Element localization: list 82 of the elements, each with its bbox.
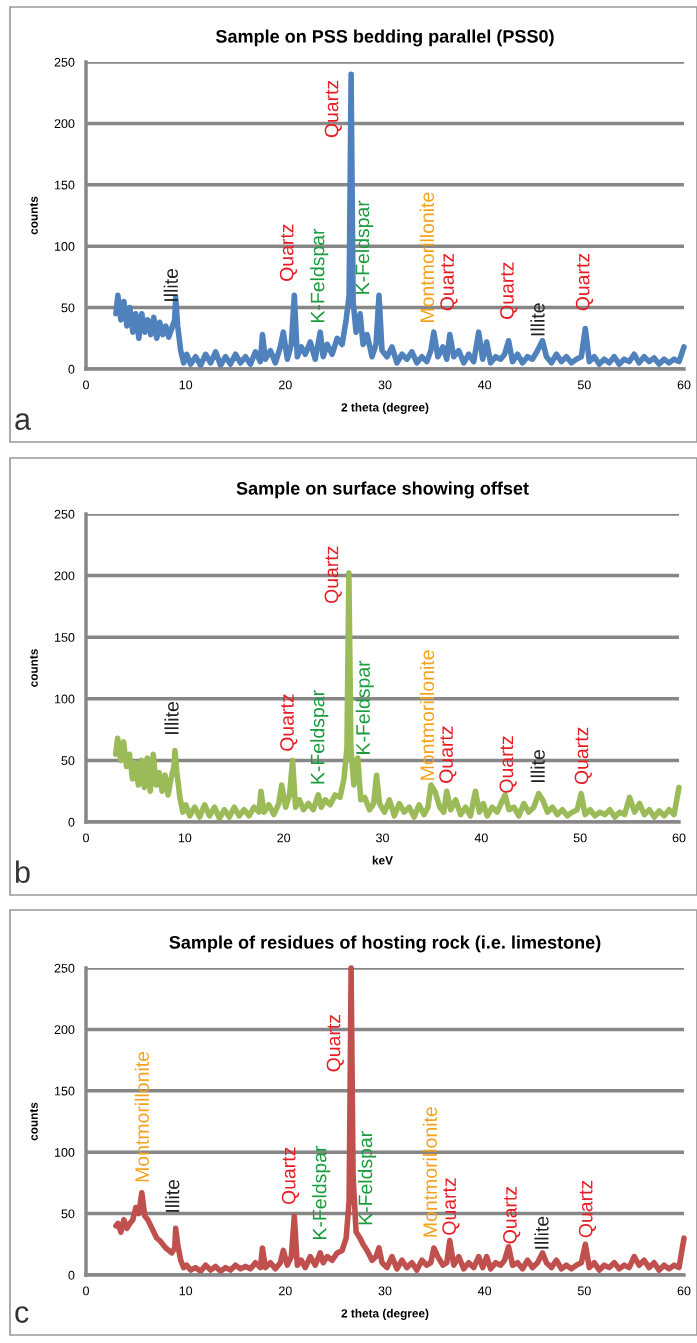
y-tick-label: 100 <box>54 1148 75 1157</box>
y-tick-label: 200 <box>54 571 75 581</box>
annotation: Montmorillonite <box>419 650 435 780</box>
annotation: Quartz <box>578 1180 597 1238</box>
y-tick-label: 250 <box>54 509 75 519</box>
y-tick-label: 150 <box>54 633 75 642</box>
y-tick-label: 250 <box>54 963 75 973</box>
annotation: Quartz <box>499 736 517 793</box>
annotation: Quartz <box>281 1147 300 1205</box>
chart-title: Sample on PSS bedding parallel (PSS0) <box>215 29 554 47</box>
y-axis-title: counts <box>30 196 38 235</box>
x-tick-label: 60 <box>672 833 686 843</box>
y-axis-title: counts <box>30 1102 38 1141</box>
x-tick-label: 0 <box>83 380 89 390</box>
x-tick-label: 10 <box>178 833 192 843</box>
x-tick-label: 10 <box>179 380 193 390</box>
y-tick-label: 150 <box>54 1086 75 1096</box>
y-tick-label: 200 <box>54 1025 75 1035</box>
x-tick-label: 0 <box>83 1286 89 1296</box>
y-tick-label: 0 <box>68 364 75 374</box>
x-tick-label: 50 <box>573 833 587 843</box>
y-tick-label: 0 <box>68 817 75 827</box>
annotation: Montmorillonite <box>134 1051 150 1182</box>
y-tick-label: 50 <box>61 303 75 313</box>
annotation: K-Feldspar <box>355 660 374 754</box>
annotation: K-Feldspar <box>358 1131 377 1225</box>
y-tick-label: 250 <box>54 57 75 67</box>
annotation: Illite <box>530 303 545 336</box>
annotation: Illite <box>530 750 545 783</box>
annotation: Illite <box>164 702 179 734</box>
y-tick-label: 100 <box>54 694 75 704</box>
x-tick-label: 10 <box>179 1286 193 1296</box>
x-tick-label: 60 <box>677 1286 691 1296</box>
chart-title: Sample of residues of hosting rock (i.e. limestone) <box>169 935 601 953</box>
x-tick-label: 30 <box>378 1286 392 1296</box>
x-tick-label: 30 <box>376 833 389 843</box>
annotation: Quartz <box>324 80 342 138</box>
x-tick-label: 50 <box>577 1286 591 1296</box>
annotation: Illite <box>534 1216 549 1249</box>
x-axis-title: keV <box>372 855 393 865</box>
annotation: Quartz <box>326 1015 344 1072</box>
annotation: K-Feldspar <box>310 690 329 784</box>
x-tick-label: 50 <box>577 380 591 390</box>
annotation: Illite <box>165 1179 180 1212</box>
annotation: Quartz <box>500 262 518 319</box>
y-tick-label: 200 <box>54 119 75 129</box>
text: c <box>15 1306 29 1323</box>
annotation: Quartz <box>503 1186 521 1244</box>
annotation: Quartz <box>439 726 457 783</box>
annotation: Quartz <box>442 1178 460 1235</box>
annotation: Illite <box>163 268 178 301</box>
x-tick-label: 40 <box>478 380 492 390</box>
y-tick-label: 0 <box>68 1270 75 1280</box>
y-tick-label: 50 <box>61 756 75 766</box>
text: a <box>15 413 31 430</box>
y-tick-label: 150 <box>54 180 75 190</box>
x-tick-label: 0 <box>83 833 89 843</box>
y-tick-label: 50 <box>61 1209 75 1219</box>
annotation: Quartz <box>574 727 592 785</box>
annotation: K-Feldspar <box>355 200 374 294</box>
annotation: Quartz <box>440 253 458 311</box>
x-tick-label: 20 <box>279 1286 292 1296</box>
annotation: Montmorillonite <box>422 1107 438 1237</box>
x-axis-title: 2 theta (degree) <box>341 402 429 414</box>
annotation: Quartz <box>575 253 594 311</box>
annotation: Quartz <box>279 224 298 281</box>
x-tick-label: 20 <box>279 380 292 390</box>
annotation: K-Feldspar <box>310 228 329 322</box>
annotation: Quartz <box>324 546 342 604</box>
x-tick-label: 60 <box>677 380 691 390</box>
annotation: K-Feldspar <box>312 1145 331 1240</box>
x-tick-label: 30 <box>378 380 392 390</box>
y-axis-title: counts <box>30 649 38 687</box>
x-tick-label: 20 <box>277 833 291 843</box>
x-axis-title: 2 theta (degree) <box>341 1308 429 1320</box>
annotation: Quartz <box>280 694 298 751</box>
x-tick-label: 40 <box>474 833 488 843</box>
annotation: Montmorillonite <box>419 192 435 322</box>
x-tick-label: 40 <box>478 1286 492 1296</box>
text: b <box>15 860 30 883</box>
chart-title: Sample on surface showing offset <box>236 481 529 499</box>
y-tick-label: 100 <box>54 242 75 251</box>
